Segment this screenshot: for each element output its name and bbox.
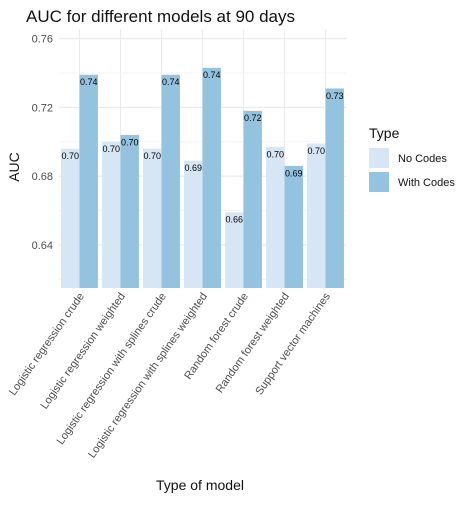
chart-title: AUC for different models at 90 days — [26, 7, 295, 26]
y-axis-title: AUC — [6, 152, 22, 182]
bar-value-label: 0.70 — [103, 144, 121, 154]
bar-value-label: 0.72 — [244, 113, 262, 123]
bar — [266, 146, 285, 288]
x-tick-label: Logistic regression crude — [7, 291, 87, 398]
bar — [225, 212, 244, 288]
bars — [61, 67, 344, 288]
y-tick-label: 0.64 — [32, 240, 53, 252]
bar-value-label: 0.74 — [203, 70, 221, 80]
bar-value-label: 0.74 — [80, 77, 98, 87]
legend-title: Type — [369, 125, 400, 141]
bar-value-label: 0.69 — [185, 163, 203, 173]
bar — [243, 110, 262, 288]
legend-key — [369, 172, 389, 192]
y-tick-label: 0.68 — [32, 171, 53, 183]
bar-value-label: 0.73 — [326, 91, 344, 101]
bar-value-label: 0.66 — [226, 215, 244, 225]
bar-value-label: 0.70 — [144, 151, 162, 161]
legend-entry: With Codes — [398, 177, 455, 189]
legend-key — [369, 148, 389, 168]
bar — [102, 141, 121, 288]
bar-value-label: 0.70 — [121, 137, 139, 147]
bar-value-label: 0.70 — [267, 149, 285, 159]
bar — [307, 143, 326, 288]
x-tick-label: Random forest weighted — [214, 291, 292, 396]
bar-value-label: 0.70 — [308, 146, 326, 156]
y-tick-label: 0.76 — [32, 34, 53, 46]
x-tick-label: Support vector machines — [253, 290, 333, 397]
legend-entry: No Codes — [398, 153, 447, 165]
bar — [325, 88, 344, 288]
data-labels: 0.700.700.700.690.660.70 0.700.740.700.74… — [62, 70, 344, 224]
bar — [61, 148, 80, 288]
bar — [184, 160, 203, 288]
bar-value-label: 0.69 — [285, 168, 303, 178]
y-tick-label: 0.72 — [32, 102, 53, 114]
bar — [161, 74, 180, 288]
bar — [284, 165, 303, 288]
x-tick-label: Logistic regression weighted — [39, 291, 128, 412]
bar — [143, 148, 162, 288]
bar-value-label: 0.74 — [162, 77, 180, 87]
bar-value-label: 0.70 — [62, 151, 80, 161]
x-axis-title: Type of model — [156, 477, 244, 493]
bar — [120, 134, 139, 288]
legend: Type No Codes With Codes — [369, 125, 455, 192]
bar — [202, 67, 221, 288]
bar — [79, 74, 98, 288]
